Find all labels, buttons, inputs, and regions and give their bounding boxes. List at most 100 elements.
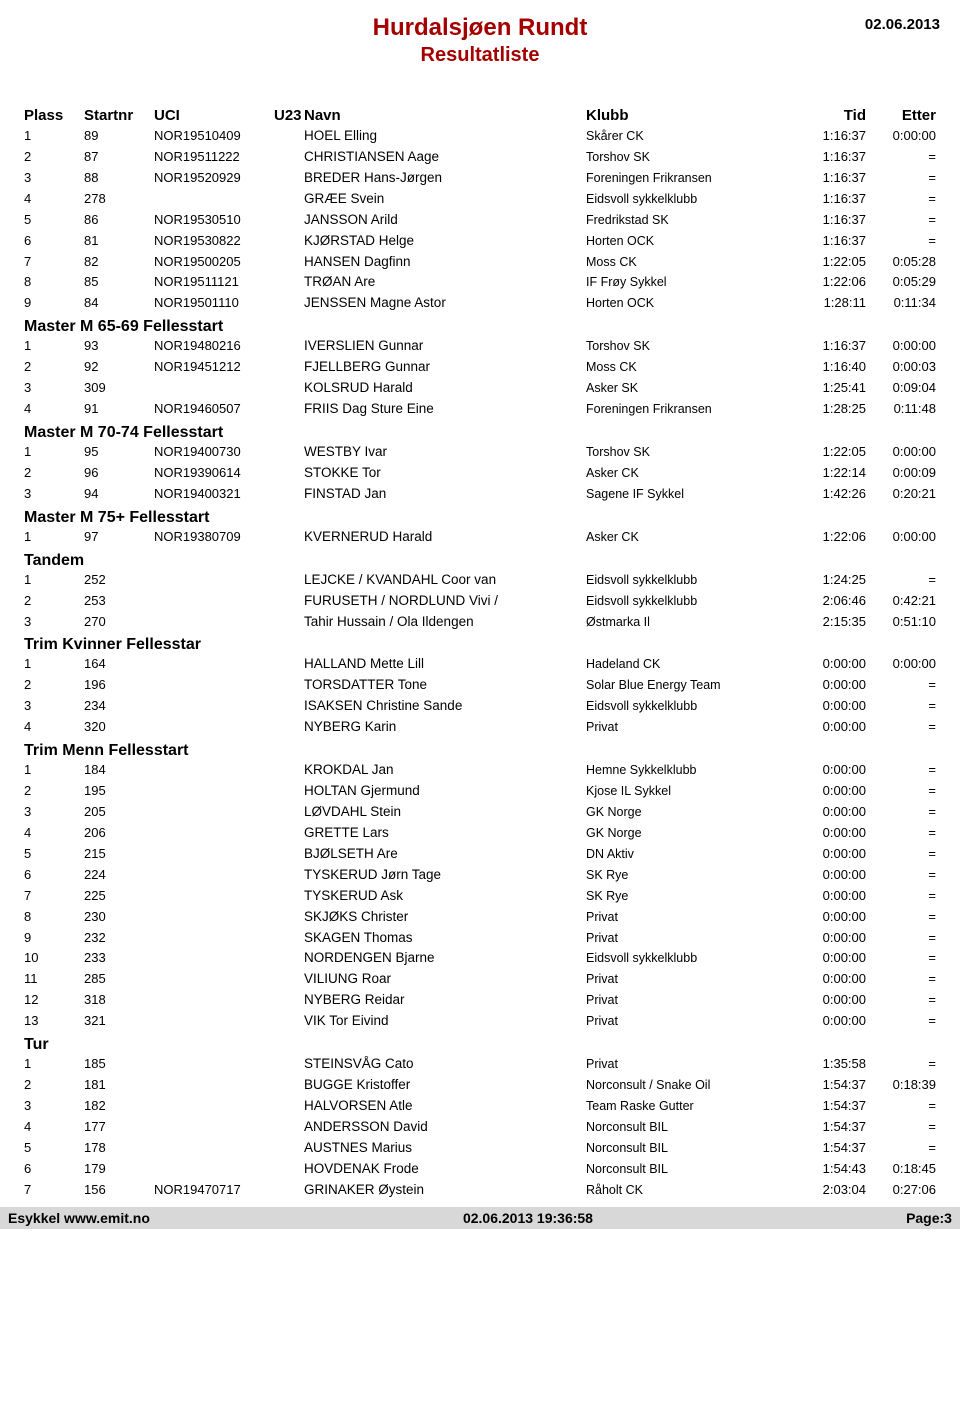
cell-startnr: 164: [84, 654, 154, 674]
cell-plass: 13: [24, 1011, 84, 1031]
cell-tid: 1:54:43: [796, 1159, 866, 1179]
cell-plass: 9: [24, 928, 84, 948]
cell-uci: NOR19501110: [154, 293, 304, 313]
cell-plass: 4: [24, 717, 84, 737]
cell-startnr: 285: [84, 969, 154, 989]
cell-etter: =: [866, 675, 936, 695]
result-row: 5215BJØLSETH AreDN Aktiv0:00:00=: [20, 844, 940, 865]
cell-etter: =: [866, 1011, 936, 1031]
cell-plass: 1: [24, 336, 84, 356]
cell-etter: =: [866, 210, 936, 230]
cell-tid: 1:16:37: [796, 168, 866, 188]
cell-klubb: Privat: [586, 1055, 796, 1074]
result-row: 9232SKAGEN ThomasPrivat0:00:00=: [20, 928, 940, 949]
page-title: Hurdalsjøen Rundt: [120, 14, 840, 42]
cell-startnr: 179: [84, 1159, 154, 1179]
result-row: 12318NYBERG ReidarPrivat0:00:00=: [20, 990, 940, 1011]
cell-klubb: Torshov SK: [586, 337, 796, 356]
cell-klubb: Asker SK: [586, 379, 796, 398]
cell-startnr: 84: [84, 293, 154, 313]
cell-plass: 3: [24, 378, 84, 398]
cell-etter: 0:11:34: [866, 293, 936, 313]
cell-startnr: 97: [84, 527, 154, 547]
group-title: Tandem: [20, 552, 940, 570]
cell-navn: HOVDENAK Frode: [304, 1159, 586, 1180]
cell-navn: SKAGEN Thomas: [304, 928, 586, 949]
cell-uci: NOR19460507: [154, 399, 304, 419]
result-row: 3205LØVDAHL SteinGK Norge0:00:00=: [20, 802, 940, 823]
cell-tid: 0:00:00: [796, 907, 866, 927]
cell-etter: =: [866, 928, 936, 948]
cell-navn: TRØAN Are: [304, 272, 586, 293]
result-row: 287NOR19511222CHRISTIANSEN AageTorshov S…: [20, 147, 940, 168]
result-row: 3309KOLSRUD HaraldAsker SK1:25:410:09:04: [20, 378, 940, 399]
cell-klubb: Privat: [586, 970, 796, 989]
result-row: 7225TYSKERUD AskSK Rye0:00:00=: [20, 886, 940, 907]
cell-uci: NOR19530510: [154, 210, 304, 230]
cell-tid: 1:28:11: [796, 293, 866, 313]
result-row: 782NOR19500205HANSEN DagfinnMoss CK1:22:…: [20, 252, 940, 273]
cell-etter: =: [866, 990, 936, 1010]
cell-tid: 0:00:00: [796, 717, 866, 737]
cell-startnr: 253: [84, 591, 154, 611]
cell-tid: 0:00:00: [796, 1011, 866, 1031]
cell-etter: 0:20:21: [866, 484, 936, 504]
cell-navn: SKJØKS Christer: [304, 907, 586, 928]
result-row: 2253FURUSETH / NORDLUND Vivi /Eidsvoll s…: [20, 591, 940, 612]
cell-uci: NOR19400321: [154, 484, 304, 504]
cell-etter: =: [866, 231, 936, 251]
col-startnr: Startnr: [84, 107, 154, 124]
cell-uci: NOR19480216: [154, 336, 304, 356]
cell-etter: 0:05:28: [866, 252, 936, 272]
cell-startnr: 232: [84, 928, 154, 948]
cell-plass: 4: [24, 399, 84, 419]
cell-klubb: SK Rye: [586, 866, 796, 885]
result-row: 10233NORDENGEN BjarneEidsvoll sykkelklub…: [20, 948, 940, 969]
cell-uci: NOR19511222: [154, 147, 304, 167]
cell-startnr: 92: [84, 357, 154, 377]
result-row: 4278GRÆE SveinEidsvoll sykkelklubb1:16:3…: [20, 189, 940, 210]
cell-navn: KJØRSTAD Helge: [304, 231, 586, 252]
header-date: 02.06.2013: [840, 14, 940, 67]
cell-tid: 2:03:04: [796, 1180, 866, 1200]
col-klubb: Klubb: [586, 107, 796, 124]
cell-plass: 2: [24, 1075, 84, 1095]
cell-etter: 0:00:03: [866, 357, 936, 377]
cell-klubb: Norconsult BIL: [586, 1160, 796, 1179]
cell-navn: HALVORSEN Atle: [304, 1096, 586, 1117]
cell-startnr: 156: [84, 1180, 154, 1200]
cell-navn: BJØLSETH Are: [304, 844, 586, 865]
cell-klubb: Råholt CK: [586, 1181, 796, 1200]
result-row: 1164HALLAND Mette LillHadeland CK0:00:00…: [20, 654, 940, 675]
cell-tid: 1:54:37: [796, 1096, 866, 1116]
cell-navn: BUGGE Kristoffer: [304, 1075, 586, 1096]
cell-navn: HALLAND Mette Lill: [304, 654, 586, 675]
cell-plass: 2: [24, 357, 84, 377]
result-row: 8230SKJØKS ChristerPrivat0:00:00=: [20, 907, 940, 928]
cell-tid: 0:00:00: [796, 760, 866, 780]
cell-navn: AUSTNES Marius: [304, 1138, 586, 1159]
cell-etter: 0:18:39: [866, 1075, 936, 1095]
cell-etter: =: [866, 570, 936, 590]
result-row: 4206GRETTE LarsGK Norge0:00:00=: [20, 823, 940, 844]
cell-klubb: Privat: [586, 929, 796, 948]
cell-navn: JANSSON Arild: [304, 210, 586, 231]
cell-tid: 1:24:25: [796, 570, 866, 590]
cell-navn: TORSDATTER Tone: [304, 675, 586, 696]
result-row: 681NOR19530822KJØRSTAD HelgeHorten OCK1:…: [20, 231, 940, 252]
cell-plass: 1: [24, 1054, 84, 1074]
cell-startnr: 95: [84, 442, 154, 462]
cell-plass: 5: [24, 210, 84, 230]
cell-etter: =: [866, 948, 936, 968]
result-row: 984NOR19501110JENSSEN Magne AstorHorten …: [20, 293, 940, 314]
cell-tid: 0:00:00: [796, 948, 866, 968]
cell-etter: =: [866, 760, 936, 780]
cell-plass: 9: [24, 293, 84, 313]
cell-plass: 5: [24, 1138, 84, 1158]
result-row: 491NOR19460507FRIIS Dag Sture EineForeni…: [20, 399, 940, 420]
cell-plass: 12: [24, 990, 84, 1010]
cell-klubb: Eidsvoll sykkelklubb: [586, 592, 796, 611]
result-row: 189NOR19510409HOEL EllingSkårer CK1:16:3…: [20, 126, 940, 147]
result-row: 388NOR19520929BREDER Hans-JørgenForening…: [20, 168, 940, 189]
cell-uci: NOR19400730: [154, 442, 304, 462]
